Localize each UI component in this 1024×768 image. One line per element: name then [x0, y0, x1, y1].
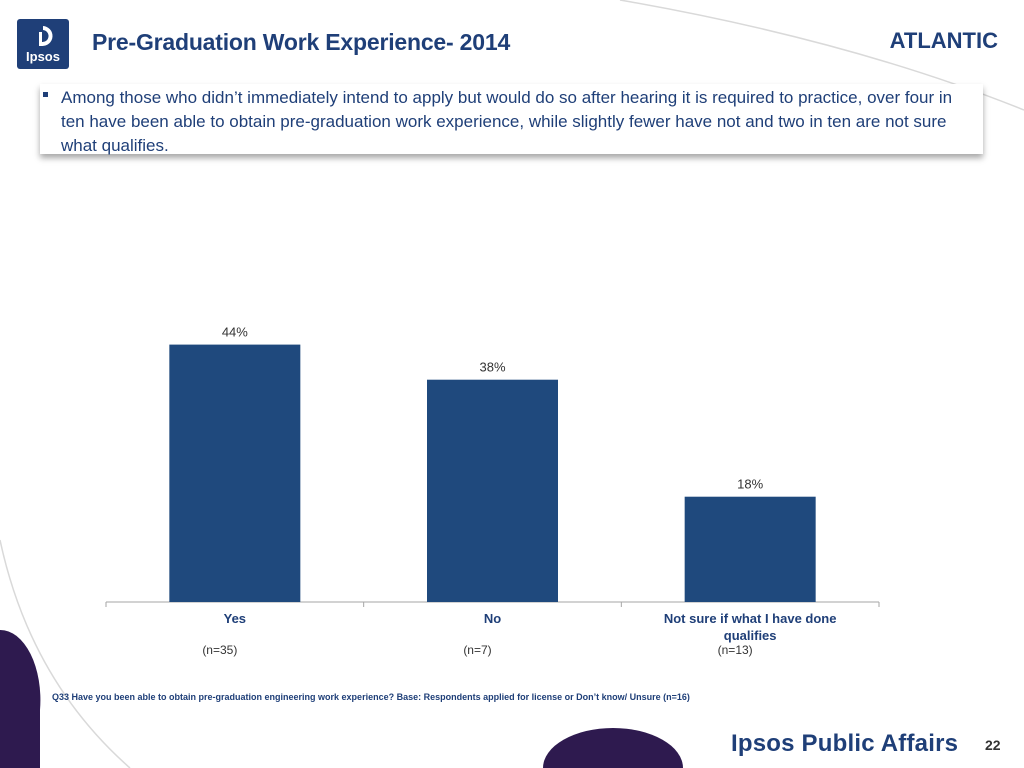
- ipsos-logo-mark-icon: [39, 26, 53, 47]
- category-label: Yes: [224, 611, 246, 626]
- bullet-icon: [43, 92, 48, 97]
- region-label: ATLANTIC: [889, 28, 998, 53]
- logo-text: Ipsos: [26, 49, 60, 64]
- summary-text: Among those who didn’t immediately inten…: [61, 88, 953, 155]
- sample-size-label: (n=7): [463, 643, 492, 657]
- data-label: 44%: [222, 325, 248, 340]
- sample-size-label: (n=13): [717, 643, 753, 657]
- bar: [427, 379, 558, 602]
- summary-callout: Among those who didn’t immediately inten…: [40, 84, 983, 155]
- page-number: 22: [985, 737, 1001, 753]
- sample-size-label: (n=35): [202, 643, 238, 657]
- data-label: 18%: [737, 477, 763, 492]
- footnote: Q33 Have you been able to obtain pre-gra…: [52, 692, 690, 702]
- category-label: No: [484, 611, 501, 626]
- category-label: Not sure if what I have done qualifies: [664, 611, 837, 643]
- page-title: Pre-Graduation Work Experience- 2014: [92, 29, 511, 55]
- ipsos-logo: Ipsos: [17, 19, 69, 69]
- bar: [684, 496, 816, 602]
- brand-name: Ipsos Public Affairs: [731, 730, 959, 757]
- data-label: 38%: [479, 360, 505, 375]
- bar: [169, 344, 301, 602]
